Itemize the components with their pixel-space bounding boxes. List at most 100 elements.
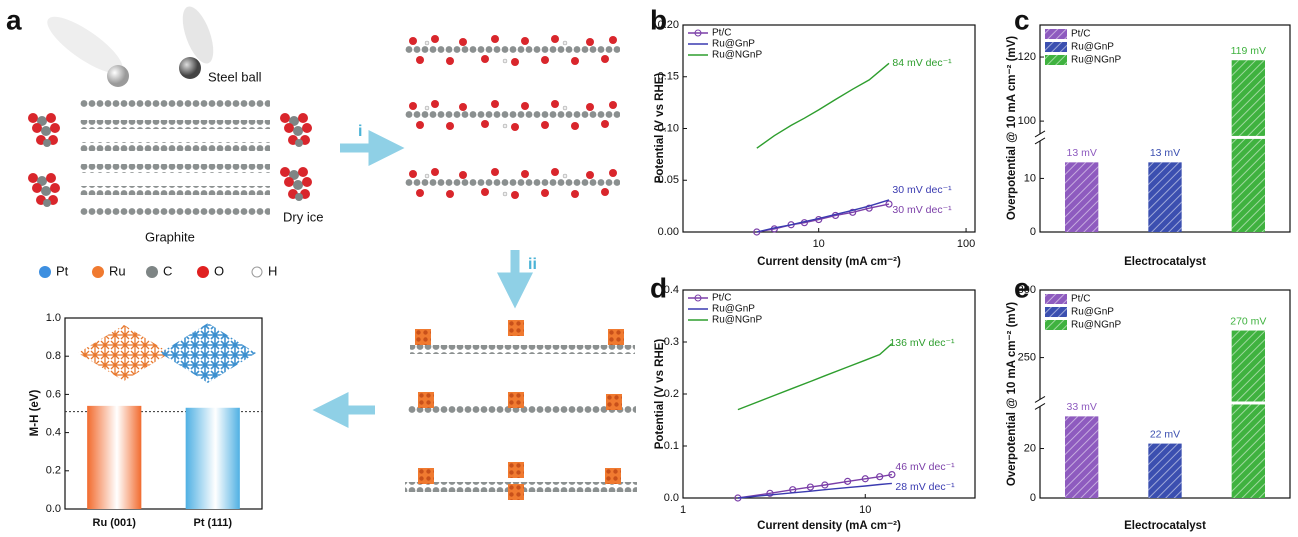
y-tick-label: 0.2 <box>46 465 61 477</box>
y-tick-label: 120 <box>1018 51 1036 63</box>
x-axis-title: Electrocatalyst <box>1124 520 1206 532</box>
y-tick-label: 0.4 <box>46 427 61 439</box>
graphene-layer <box>80 142 270 151</box>
ru-cluster <box>508 462 524 478</box>
legend-hatch <box>1045 294 1067 304</box>
y-tick-label: 0.05 <box>658 174 679 186</box>
ru-cluster <box>608 329 624 345</box>
y-tick-label: 0.10 <box>658 122 679 134</box>
legend-marker <box>694 294 702 302</box>
legend-atom <box>197 266 209 278</box>
legend-atom <box>146 266 158 278</box>
graphite-label: Graphite <box>145 229 195 244</box>
legend-label: C <box>163 263 172 278</box>
series-line <box>737 473 893 499</box>
legend-hatch <box>1045 42 1067 52</box>
y-tick-label: 1.0 <box>46 312 61 324</box>
axis-break-mark <box>1034 130 1046 138</box>
graphene-layer <box>80 164 270 173</box>
data-point <box>806 483 814 491</box>
graphene-layer <box>80 208 270 217</box>
legend-atom <box>251 266 263 278</box>
value-label: 33 mV <box>1066 401 1096 413</box>
legend-hatch <box>1045 307 1067 317</box>
y-axis-title: Potential (V vs RHE) <box>654 73 666 184</box>
x-tick-label: Ru (001) <box>93 517 137 529</box>
legend-label: H <box>268 263 277 278</box>
legend-label: Ru@GnP <box>1071 42 1114 53</box>
legend-label: Pt/C <box>1071 294 1090 305</box>
legend-label: Pt/C <box>1071 29 1090 40</box>
y-tick-label: 0.1 <box>664 440 679 452</box>
annotation: 28 mV dec⁻¹ <box>895 481 955 493</box>
y-tick-label: 250 <box>1018 351 1036 363</box>
annotation: 46 mV dec⁻¹ <box>895 461 955 473</box>
y-axis-title: Potential (V vs RHE) <box>654 339 666 450</box>
legend-label: Ru@NGnP <box>712 315 762 326</box>
bar-break <box>1230 401 1266 405</box>
axis-break-mark <box>1034 396 1046 403</box>
data-point <box>888 471 896 479</box>
legend-hatch <box>1045 320 1067 330</box>
motion-trail <box>47 16 123 74</box>
motion-trail <box>182 6 214 64</box>
y-tick-label: 0.0 <box>664 492 679 504</box>
step-label: ii <box>528 256 537 273</box>
y-tick-label: 0.00 <box>658 226 679 238</box>
legend-label: Ru@GnP <box>712 304 755 315</box>
bar-hatch <box>1231 60 1265 232</box>
y-tick-label: 0.3 <box>664 336 679 348</box>
legend-label: Pt/C <box>712 293 731 304</box>
bar-hatch <box>1148 162 1182 232</box>
value-label: 270 mV <box>1230 315 1266 327</box>
legend-atom <box>39 266 51 278</box>
bar-hatch <box>1065 416 1099 498</box>
data-point <box>876 473 884 481</box>
ru-cluster <box>415 329 431 345</box>
steel-ball <box>179 57 201 79</box>
x-tick-label: 1 <box>680 504 686 516</box>
y-tick-label: 0.6 <box>46 388 61 400</box>
ru-cluster <box>508 484 524 500</box>
series-line <box>756 62 890 149</box>
legend-hatch <box>1045 55 1067 65</box>
axis-break-gap <box>1038 399 1042 407</box>
bar-break <box>1230 135 1266 139</box>
ru-structure <box>78 325 170 381</box>
y-tick-label: 0 <box>1030 492 1036 504</box>
graphene-layer <box>80 186 270 195</box>
legend-atom <box>92 266 104 278</box>
legend-label: Ru@NGnP <box>1071 320 1121 331</box>
x-tick-label: 10 <box>813 238 825 250</box>
y-tick-label: 0.4 <box>664 284 679 296</box>
legend-label: O <box>214 263 224 278</box>
step-label: i <box>358 123 362 140</box>
data-point <box>821 481 829 489</box>
data-point <box>766 489 774 497</box>
panel-label: b <box>650 4 667 35</box>
bar-hatch <box>1065 162 1099 232</box>
annotation: 30 mV dec⁻¹ <box>892 204 952 216</box>
y-tick-label: 0.20 <box>658 19 679 31</box>
y-tick-label: 20 <box>1024 442 1036 454</box>
y-tick-label: 300 <box>1018 284 1036 296</box>
x-tick-label: 100 <box>957 238 975 250</box>
value-label: 13 mV <box>1150 147 1180 159</box>
atom-legend: Pt Ru C O H <box>39 263 277 278</box>
series-line <box>756 199 890 233</box>
y-tick-label: 0.2 <box>664 388 679 400</box>
series-line <box>737 343 893 411</box>
annotation: 84 mV dec⁻¹ <box>892 57 952 69</box>
ru-cluster <box>606 394 622 410</box>
x-axis-title: Current density (mA cm⁻²) <box>757 520 901 532</box>
value-label: 22 mV <box>1150 428 1180 440</box>
plot-frame <box>64 317 263 510</box>
y-axis-title: Overpotential @ 10 mA cm⁻² (mV) <box>1006 36 1018 220</box>
ru-cluster <box>605 468 621 484</box>
y-tick-label: 0 <box>1030 226 1036 238</box>
bar <box>185 407 240 509</box>
y-tick-label: 10 <box>1024 172 1036 184</box>
y-tick-label: 0.8 <box>46 350 61 362</box>
legend-label: Ru@NGnP <box>712 50 762 61</box>
legend-label: Ru <box>109 263 126 278</box>
